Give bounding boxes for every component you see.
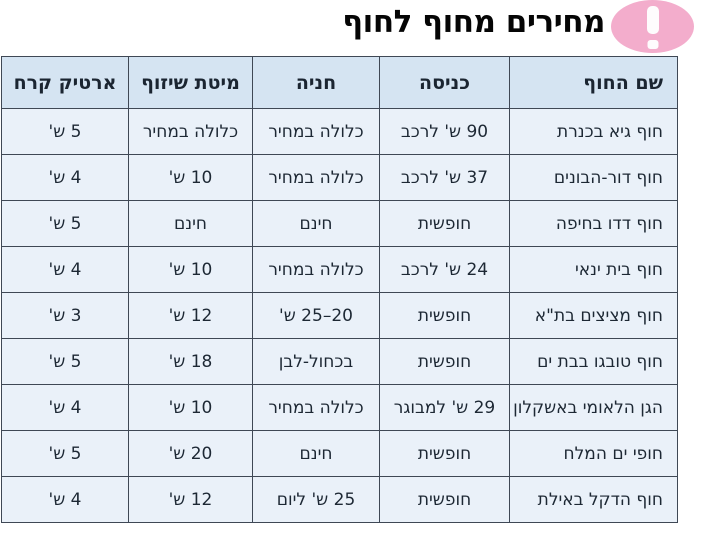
price-cell: 4 ש' [1, 384, 129, 431]
price-cell: 10 ש' [128, 246, 253, 293]
price-cell: 4 ש' [1, 246, 129, 293]
price-cell: 5 ש' [1, 200, 129, 247]
column-header: כניסה [379, 56, 510, 109]
price-cell: כלולה במחיר [252, 246, 380, 293]
price-cell: 20 ש' [128, 430, 253, 477]
price-cell: 90 ש' לרכב [379, 108, 510, 155]
table-row: חוף טובגו בבת ים חופשית בכחול-לבן 18 ש' 5 ש' [1, 338, 678, 385]
price-cell: חופשית [379, 430, 510, 477]
table-row: חוף גיא בכנרת 90 ש' לרכב כלולה במחיר כלולה … [1, 108, 678, 155]
price-cell: חינם [252, 200, 380, 247]
price-cell: 5 ש' [1, 108, 129, 155]
beach-name-cell: חוף גיא בכנרת [509, 108, 678, 155]
table-row: חוף דדו בחיפה חופשית חינם חינם 5 ש' [1, 200, 678, 247]
price-cell: כלולה במחיר [252, 154, 380, 201]
beach-name-cell: חופי ים המלח [509, 430, 678, 477]
table-row: חוף דור-הבונים 37 ש' לרכב כלולה במחיר 10 ש'… [1, 154, 678, 201]
price-cell: 18 ש' [128, 338, 253, 385]
price-cell: 37 ש' לרכב [379, 154, 510, 201]
price-cell: 29 ש' למבוגר [379, 384, 510, 431]
page-title: מחירים מחוף לחוף [342, 4, 605, 40]
price-cell: כלולה במחיר [252, 384, 380, 431]
table-row: חוף הדקל באילת חופשית 25 ש' ליום 12 ש' 4 ש' [1, 476, 678, 523]
beach-name-cell: חוף הדקל באילת [509, 476, 678, 523]
table-row: הגן הלאומי באשקלון 29 ש' למבוגר כלולה במחי… [1, 384, 678, 431]
price-cell: 20–25 ש' [252, 292, 380, 339]
exclamation-bar [646, 6, 659, 34]
column-header: שם החוף [509, 56, 678, 109]
beach-name-cell: הגן הלאומי באשקלון [509, 384, 678, 431]
prices-table: שם החוף כניסה חניה מיטת שיזוף ארטיק קרח חוף … [1, 56, 678, 523]
price-cell: 24 ש' לרכב [379, 246, 510, 293]
price-cell: 3 ש' [1, 292, 129, 339]
beach-name-cell: חוף מציצים בת"א [509, 292, 678, 339]
prices-table-container: שם החוף כניסה חניה מיטת שיזוף ארטיק קרח חוף … [1, 56, 678, 523]
price-cell: חינם [128, 200, 253, 247]
price-cell: 10 ש' [128, 154, 253, 201]
table-row: חוף בית ינאי 24 ש' לרכב כלולה במחיר 10 ש' 4 … [1, 246, 678, 293]
price-cell: 5 ש' [1, 430, 129, 477]
price-cell: 10 ש' [128, 384, 253, 431]
table-row: חופי ים המלח חופשית חינם 20 ש' 5 ש' [1, 430, 678, 477]
price-cell: 12 ש' [128, 292, 253, 339]
column-header: ארטיק קרח [1, 56, 129, 109]
price-cell: חופשית [379, 338, 510, 385]
price-cell: 25 ש' ליום [252, 476, 380, 523]
price-cell: 5 ש' [1, 338, 129, 385]
beach-name-cell: חוף טובגו בבת ים [509, 338, 678, 385]
price-cell: 4 ש' [1, 154, 129, 201]
price-cell: חינם [252, 430, 380, 477]
exclamation-dot [647, 40, 658, 49]
price-cell: חופשית [379, 200, 510, 247]
column-header: חניה [252, 56, 380, 109]
price-cell: 12 ש' [128, 476, 253, 523]
price-cell: חופשית [379, 476, 510, 523]
price-cell: חופשית [379, 292, 510, 339]
table-row: חוף מציצים בת"א חופשית 20–25 ש' 12 ש' 3 ש' [1, 292, 678, 339]
price-cell: כלולה במחיר [128, 108, 253, 155]
beach-name-cell: חוף דדו בחיפה [509, 200, 678, 247]
beach-name-cell: חוף דור-הבונים [509, 154, 678, 201]
column-header: מיטת שיזוף [128, 56, 253, 109]
price-cell: בכחול-לבן [252, 338, 380, 385]
exclamation-icon [611, 0, 694, 53]
price-cell: כלולה במחיר [252, 108, 380, 155]
price-cell: 4 ש' [1, 476, 129, 523]
beach-name-cell: חוף בית ינאי [509, 246, 678, 293]
table-body: חוף גיא בכנרת 90 ש' לרכב כלולה במחיר כלולה … [1, 108, 678, 523]
header-row: שם החוף כניסה חניה מיטת שיזוף ארטיק קרח [1, 56, 678, 109]
